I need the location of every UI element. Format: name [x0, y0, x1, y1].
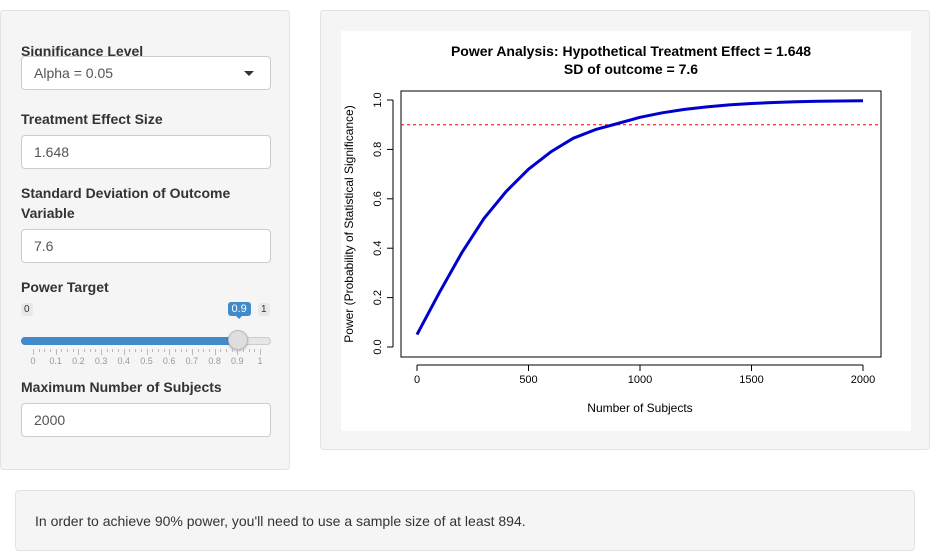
chart-title-line2: SD of outcome = 7.6	[564, 61, 698, 77]
slider-grid-minor-tick	[135, 349, 137, 352]
x-tick-label: 0	[414, 374, 420, 386]
y-tick-label: 0.8	[372, 142, 384, 157]
slider-grid-minor-tick	[208, 349, 210, 352]
slider-grid-minor-tick	[186, 349, 188, 352]
power-slider-max: 1	[258, 303, 270, 316]
slider-grid-minor-tick	[242, 349, 244, 352]
y-tick-label: 0.6	[372, 191, 384, 206]
chevron-down-icon	[244, 71, 254, 76]
slider-grid-tick	[146, 349, 148, 355]
significance-level-value: Alpha = 0.05	[34, 65, 114, 81]
slider-grid-tick	[101, 349, 103, 355]
slider-grid-minor-tick	[231, 349, 233, 352]
slider-grid-minor-tick	[44, 349, 46, 352]
power-curve-line	[415, 99, 864, 336]
slider-grid-minor-tick	[72, 349, 74, 352]
slider-grid-label: 1	[257, 356, 263, 366]
x-tick-label: 500	[519, 374, 537, 386]
plot-panel: Power Analysis: Hypothetical Treatment E…	[320, 10, 930, 450]
power-curve-chart: Power Analysis: Hypothetical Treatment E…	[342, 43, 882, 415]
slider-grid-tick	[55, 349, 57, 355]
y-tick-label: 0.4	[372, 241, 384, 256]
chart-axes: 0 500 1000 1500 2000 0.0 0.2 0.4 0.6 0.8 1.0	[372, 92, 875, 386]
treatment-effect-input[interactable]: 1.648	[21, 135, 271, 169]
power-curve-plot: Power Analysis: Hypothetical Treatment E…	[341, 31, 911, 431]
slider-grid-minor-tick	[140, 349, 142, 352]
max-subjects-input[interactable]: 2000	[21, 403, 271, 437]
chart-title-line1: Power Analysis: Hypothetical Treatment E…	[451, 43, 811, 59]
slider-grid-label: 0.3	[94, 356, 108, 366]
slider-grid-minor-tick	[67, 349, 69, 352]
slider-grid-label: 0.7	[185, 356, 199, 366]
treatment-effect-label: Treatment Effect Size	[21, 111, 163, 127]
sd-outcome-label-line1: Standard Deviation of Outcome	[21, 185, 231, 201]
significance-level-label: Significance Level	[21, 43, 144, 59]
y-tick-label: 0.0	[372, 339, 384, 354]
power-slider-value: 0.9	[227, 302, 251, 319]
slider-grid-minor-tick	[129, 349, 131, 352]
slider-grid-tick	[78, 349, 80, 355]
x-axis-label: Number of Subjects	[587, 401, 692, 415]
slider-grid-label: 0.1	[49, 356, 62, 366]
slider-grid-minor-tick	[180, 349, 182, 352]
slider-grid-minor-tick	[203, 349, 205, 352]
slider-grid-label: 0.9	[231, 356, 244, 366]
power-slider-bar	[21, 337, 238, 345]
slider-grid-tick	[191, 349, 193, 355]
slider-grid-tick	[260, 349, 261, 355]
slider-grid-minor-tick	[118, 349, 120, 352]
result-panel: In order to achieve 90% power, you'll ne…	[15, 490, 915, 551]
slider-grid-minor-tick	[225, 349, 227, 352]
slider-grid-tick	[123, 349, 125, 355]
max-subjects-label: Maximum Number of Subjects	[21, 379, 222, 395]
y-tick-label: 1.0	[372, 92, 384, 107]
sd-outcome-label-line2: Variable	[21, 205, 75, 221]
slider-grid-minor-tick	[197, 349, 199, 352]
power-target-label: Power Target	[21, 279, 109, 295]
power-slider-handle[interactable]	[227, 330, 248, 350]
slider-grid-minor-tick	[163, 349, 165, 352]
slider-grid-minor-tick	[106, 349, 108, 352]
slider-grid-tick	[237, 349, 239, 355]
slider-grid-minor-tick	[89, 349, 91, 352]
slider-grid-tick	[169, 349, 171, 355]
slider-grid-minor-tick	[112, 349, 114, 352]
slider-grid-label: 0.8	[208, 356, 221, 366]
slider-grid-minor-tick	[157, 349, 159, 352]
x-tick-label: 1500	[739, 374, 763, 386]
result-message: In order to achieve 90% power, you'll ne…	[35, 513, 526, 529]
significance-level-select[interactable]: Alpha = 0.05	[21, 56, 271, 90]
slider-grid-minor-tick	[84, 349, 86, 352]
slider-grid-tick	[33, 349, 34, 355]
slider-grid-minor-tick	[38, 349, 40, 352]
slider-grid-minor-tick	[220, 349, 222, 352]
slider-grid-minor-tick	[248, 349, 250, 352]
x-tick-label: 1000	[628, 374, 652, 386]
slider-grid-minor-tick	[254, 349, 256, 352]
slider-grid-minor-tick	[152, 349, 154, 352]
sidebar-panel: Significance Level Alpha = 0.05 Treatmen…	[0, 10, 290, 470]
slider-grid-minor-tick	[61, 349, 63, 352]
slider-grid-label: 0.5	[140, 356, 153, 366]
slider-grid-minor-tick	[95, 349, 97, 352]
sd-outcome-input[interactable]: 7.6	[21, 229, 271, 263]
slider-grid-tick	[214, 349, 216, 355]
x-tick-label: 2000	[851, 374, 875, 386]
slider-grid-label: 0.2	[72, 356, 85, 366]
slider-grid-label: 0.6	[162, 356, 176, 366]
power-slider-min: 0	[21, 303, 33, 316]
slider-grid-label: 0	[30, 356, 36, 366]
plot-frame	[400, 90, 882, 358]
slider-grid-minor-tick	[50, 349, 52, 352]
y-tick-label: 0.2	[372, 290, 384, 305]
slider-grid-minor-tick	[174, 349, 176, 352]
y-axis-label: Power (Probability of Statistical Signif…	[342, 105, 356, 342]
slider-grid-label: 0.4	[117, 356, 131, 366]
